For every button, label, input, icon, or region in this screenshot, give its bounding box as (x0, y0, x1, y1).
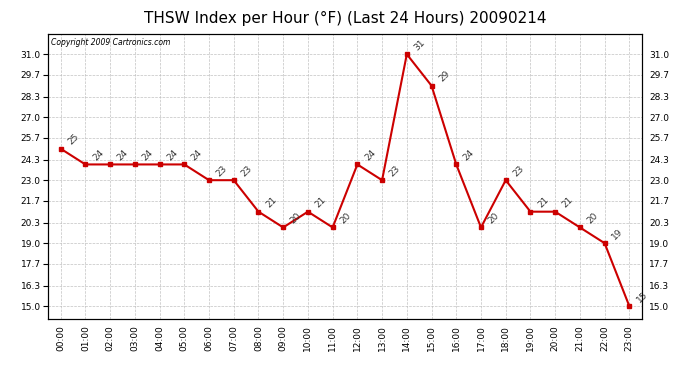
Text: 31: 31 (413, 38, 427, 52)
Text: 24: 24 (165, 148, 179, 162)
Text: 20: 20 (338, 211, 353, 225)
Text: 24: 24 (462, 148, 476, 162)
Text: 23: 23 (511, 164, 526, 178)
Text: 29: 29 (437, 69, 451, 84)
Text: 24: 24 (140, 148, 155, 162)
Text: 24: 24 (363, 148, 377, 162)
Text: 21: 21 (313, 195, 328, 210)
Text: 23: 23 (239, 164, 254, 178)
Text: 15: 15 (635, 290, 649, 304)
Text: 24: 24 (116, 148, 130, 162)
Text: 20: 20 (288, 211, 303, 225)
Text: 23: 23 (215, 164, 229, 178)
Text: 20: 20 (486, 211, 501, 225)
Text: 24: 24 (91, 148, 106, 162)
Text: 20: 20 (585, 211, 600, 225)
Text: 19: 19 (610, 226, 624, 241)
Text: 21: 21 (264, 195, 279, 210)
Text: 21: 21 (536, 195, 551, 210)
Text: 24: 24 (190, 148, 204, 162)
Text: THSW Index per Hour (°F) (Last 24 Hours) 20090214: THSW Index per Hour (°F) (Last 24 Hours)… (144, 11, 546, 26)
Text: 23: 23 (388, 164, 402, 178)
Text: 21: 21 (561, 195, 575, 210)
Text: 25: 25 (66, 132, 81, 147)
Text: Copyright 2009 Cartronics.com: Copyright 2009 Cartronics.com (51, 38, 170, 47)
